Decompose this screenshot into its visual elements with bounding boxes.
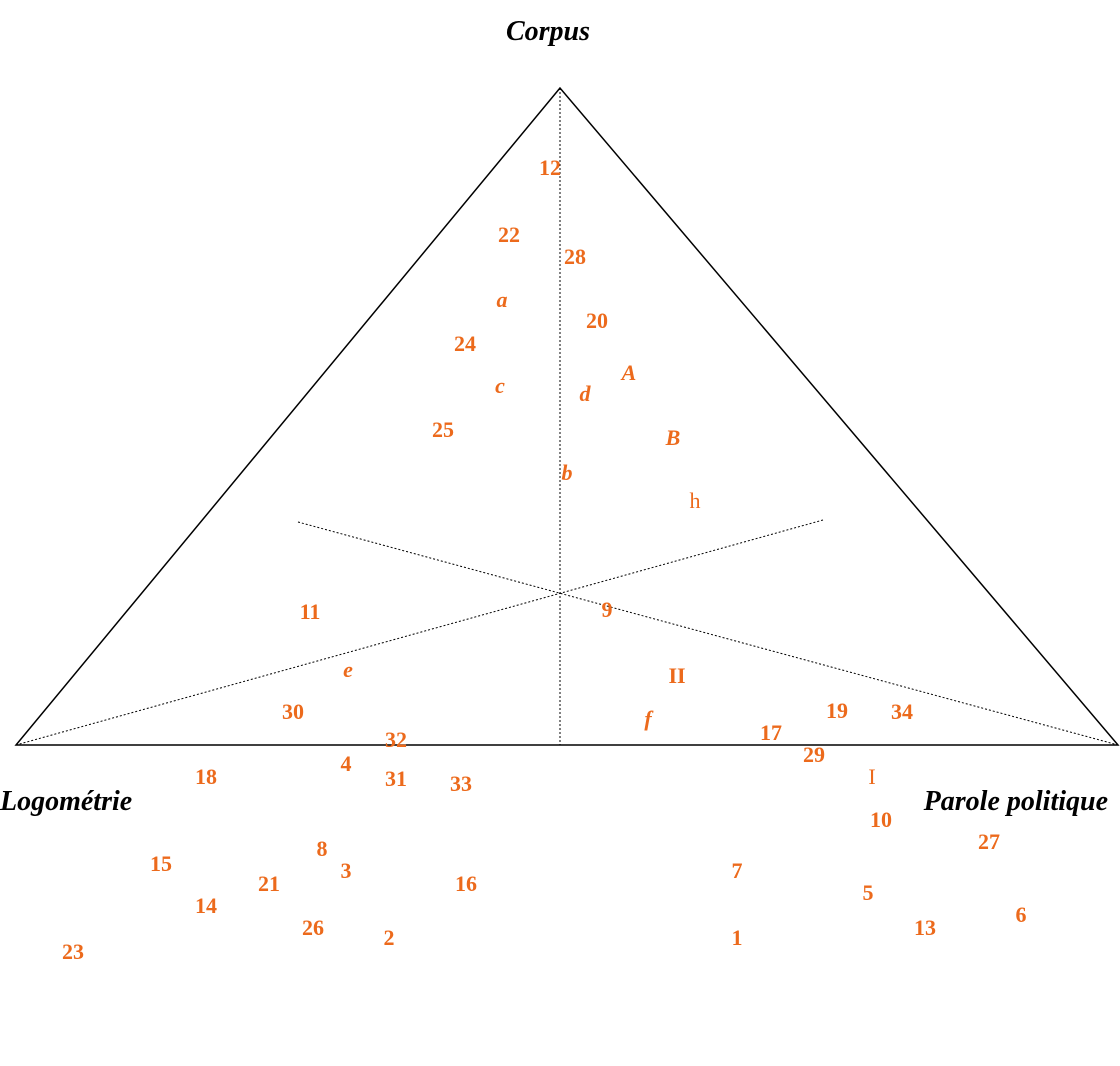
point-label: 26: [302, 915, 324, 940]
point-label: 15: [150, 851, 172, 876]
point-label: 28: [564, 244, 586, 269]
point-label: b: [562, 460, 573, 485]
point-label: 12: [539, 155, 561, 180]
point-label: B: [665, 425, 681, 450]
point-label: 33: [450, 771, 472, 796]
point-label: 4: [341, 751, 352, 776]
point-label: e: [343, 657, 353, 682]
point-label: 20: [586, 308, 608, 333]
point-label: 25: [432, 417, 454, 442]
triangle: [14, 86, 1120, 746]
point-label: 17: [760, 720, 782, 745]
point-label: c: [495, 373, 505, 398]
point-label: 23: [62, 939, 84, 964]
point-label: 24: [454, 331, 476, 356]
point-label: II: [668, 663, 685, 688]
point-label: 10: [870, 807, 892, 832]
point-label: 6: [1016, 902, 1027, 927]
point-label: 22: [498, 222, 520, 247]
point-label: I: [868, 764, 875, 789]
point-label: 1: [732, 925, 743, 950]
point-label: d: [580, 381, 592, 406]
vertex-title: Corpus: [506, 16, 590, 47]
point-label: 34: [891, 699, 913, 724]
point-label: 14: [195, 893, 217, 918]
point-label: 19: [826, 698, 848, 723]
point-label: f: [644, 706, 654, 731]
point-label: 8: [317, 836, 328, 861]
point-label: 32: [385, 727, 407, 752]
point-label: 27: [978, 829, 1000, 854]
point-label: a: [497, 287, 508, 312]
median-line: [297, 521, 1119, 746]
vertex-title: Logométrie: [0, 786, 132, 817]
point-label: h: [690, 488, 701, 513]
vertex-title: Parole politique: [923, 786, 1108, 817]
point-label: 16: [455, 871, 477, 896]
point-label: 30: [282, 699, 304, 724]
point-label: 21: [258, 871, 280, 896]
median-line: [15, 519, 824, 746]
point-label: 2: [384, 925, 395, 950]
point-label: 3: [341, 858, 352, 883]
point-label: A: [620, 360, 637, 385]
point-label: 7: [732, 858, 743, 883]
point-label: 29: [803, 742, 825, 767]
point-label: 13: [914, 915, 936, 940]
point-label: 18: [195, 764, 217, 789]
point-label: 9: [602, 597, 613, 622]
point-label: 5: [863, 880, 874, 905]
point-label: 11: [300, 599, 321, 624]
point-label: 31: [385, 766, 407, 791]
